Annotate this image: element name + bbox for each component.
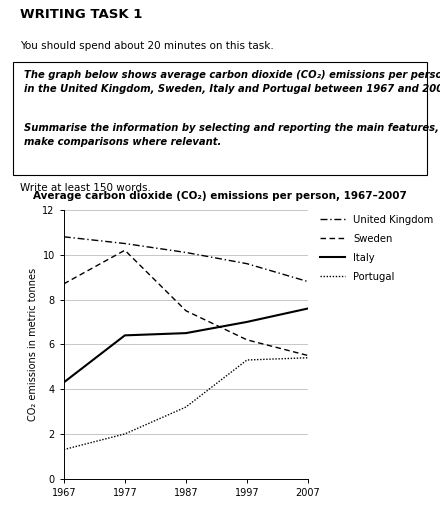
Text: You should spend about 20 minutes on this task.: You should spend about 20 minutes on thi… <box>20 41 274 51</box>
Text: Summarise the information by selecting and reporting the main features, and
make: Summarise the information by selecting a… <box>24 122 440 147</box>
Text: Average carbon dioxide (CO₂) emissions per person, 1967–2007: Average carbon dioxide (CO₂) emissions p… <box>33 190 407 201</box>
Y-axis label: CO₂ emissions in metric tonnes: CO₂ emissions in metric tonnes <box>28 268 38 421</box>
Text: The graph below shows average carbon dioxide (CO₂) emissions per person
in the U: The graph below shows average carbon dio… <box>24 70 440 94</box>
Text: WRITING TASK 1: WRITING TASK 1 <box>20 8 142 21</box>
Text: Write at least 150 words.: Write at least 150 words. <box>20 183 150 193</box>
Legend: United Kingdom, Sweden, Italy, Portugal: United Kingdom, Sweden, Italy, Portugal <box>320 215 433 282</box>
Bar <box>13 62 427 175</box>
